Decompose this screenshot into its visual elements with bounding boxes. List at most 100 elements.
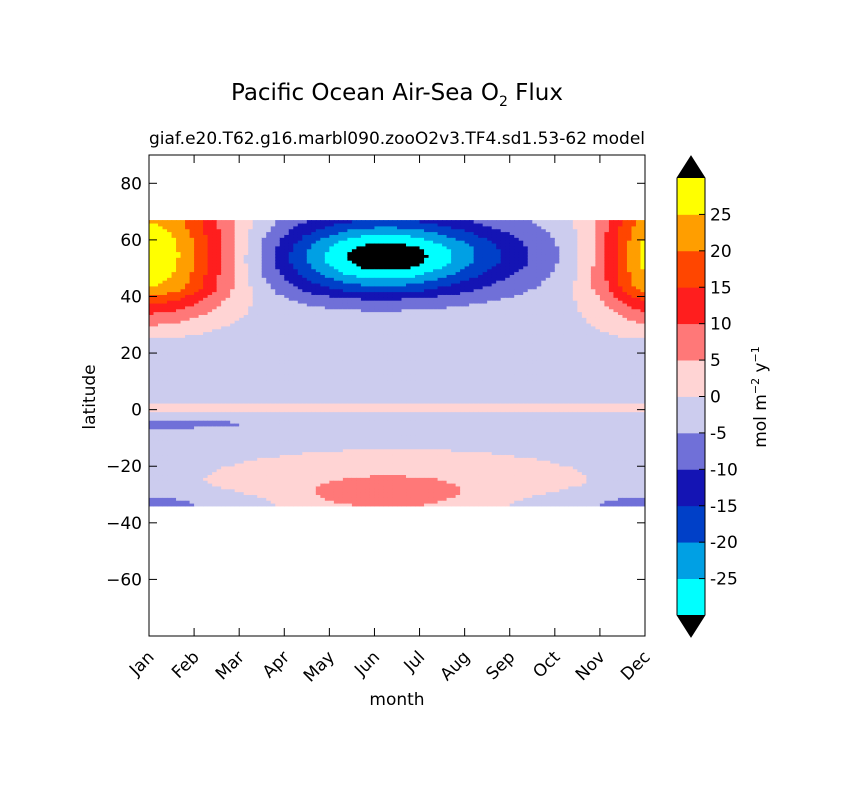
contour-cell	[293, 300, 299, 304]
contour-cell	[284, 402, 290, 407]
contour-cell	[315, 320, 321, 324]
contour-cell	[207, 222, 213, 227]
contour-cell	[243, 465, 249, 470]
contour-cell	[266, 248, 272, 253]
contour-cell	[252, 331, 258, 335]
contour-cell	[198, 451, 204, 456]
contour-cell	[284, 322, 290, 327]
contour-cell	[207, 254, 213, 258]
contour-cell	[324, 391, 330, 395]
contour-cell	[189, 265, 195, 270]
contour-cell	[365, 471, 371, 476]
contour-cell	[320, 365, 326, 370]
contour-cell	[176, 257, 182, 261]
contour-cell	[167, 231, 173, 235]
contour-cell	[270, 420, 276, 424]
contour-cell	[167, 220, 173, 224]
contour-cell	[149, 440, 155, 444]
contour-cell	[234, 428, 240, 433]
contour-cell	[158, 360, 164, 364]
contour-cell	[329, 411, 335, 415]
contour-cell	[320, 434, 326, 438]
contour-cell	[347, 342, 353, 347]
contour-cell	[275, 457, 281, 461]
contour-cell	[171, 445, 177, 450]
contour-cell	[176, 260, 182, 264]
contour-cell	[302, 322, 308, 327]
contour-cell	[171, 474, 177, 478]
contour-cell	[149, 491, 155, 496]
contour-cell	[207, 457, 213, 461]
contour-cell	[189, 242, 195, 247]
contour-cell	[198, 482, 204, 487]
contour-cell	[324, 348, 330, 353]
contour-cell	[153, 280, 159, 284]
contour-cell	[167, 305, 173, 310]
contour-cell	[311, 348, 317, 353]
contour-cell	[320, 248, 326, 253]
contour-cell	[279, 345, 285, 350]
contour-cell	[306, 345, 312, 350]
contour-cell	[176, 228, 182, 233]
contour-cell	[221, 257, 227, 261]
contour-cell	[297, 337, 303, 341]
contour-cell	[333, 342, 339, 347]
contour-cell	[194, 268, 200, 273]
contour-cell	[153, 500, 159, 504]
contour-cell	[315, 248, 321, 253]
contour-cell	[306, 251, 312, 255]
contour-cell	[333, 225, 339, 230]
contour-cell	[176, 322, 182, 327]
contour-cell	[243, 337, 249, 341]
contour-cell	[351, 480, 358, 484]
contour-cell	[261, 357, 267, 361]
contour-cell	[198, 257, 204, 261]
contour-cell	[167, 322, 173, 327]
contour-cell	[288, 488, 294, 493]
contour-cell	[324, 282, 330, 287]
contour-cell	[243, 491, 249, 496]
contour-cell	[329, 311, 335, 315]
contour-cell	[324, 442, 330, 447]
contour-cell	[275, 437, 281, 441]
contour-cell	[158, 371, 164, 375]
contour-cell	[297, 374, 303, 378]
contour-cell	[171, 228, 177, 233]
contour-cell	[158, 460, 164, 464]
contour-cell	[288, 348, 294, 353]
contour-cell	[203, 368, 209, 373]
contour-cell	[324, 351, 330, 355]
contour-cell	[252, 380, 258, 384]
contour-cell	[365, 288, 371, 293]
contour-cell	[297, 425, 303, 430]
contour-cell	[293, 351, 299, 355]
contour-cell	[329, 360, 335, 364]
contour-cell	[176, 500, 182, 504]
contour-cell	[324, 354, 330, 358]
contour-cell	[279, 394, 285, 398]
contour-cell	[338, 448, 344, 453]
contour-cell	[293, 471, 299, 476]
contour-cell	[171, 502, 177, 507]
contour-cell	[221, 222, 227, 227]
contour-cell	[207, 271, 213, 275]
contour-cell	[261, 251, 267, 255]
contour-cell	[189, 237, 195, 241]
contour-cell	[257, 231, 263, 235]
contour-cell	[351, 445, 358, 450]
contour-cell	[216, 331, 222, 335]
contour-cell	[207, 351, 213, 355]
contour-cell	[212, 320, 218, 324]
contour-cell	[203, 414, 209, 418]
contour-cell	[252, 488, 258, 493]
contour-cell	[203, 342, 209, 347]
contour-cell	[189, 491, 195, 496]
contour-cell	[324, 374, 330, 378]
contour-cell	[266, 265, 272, 270]
contour-cell	[369, 474, 376, 478]
contour-cell	[176, 291, 182, 295]
contour-cell	[369, 245, 376, 250]
contour-cell	[149, 431, 155, 436]
contour-cell	[333, 445, 339, 450]
contour-cell	[351, 288, 358, 293]
